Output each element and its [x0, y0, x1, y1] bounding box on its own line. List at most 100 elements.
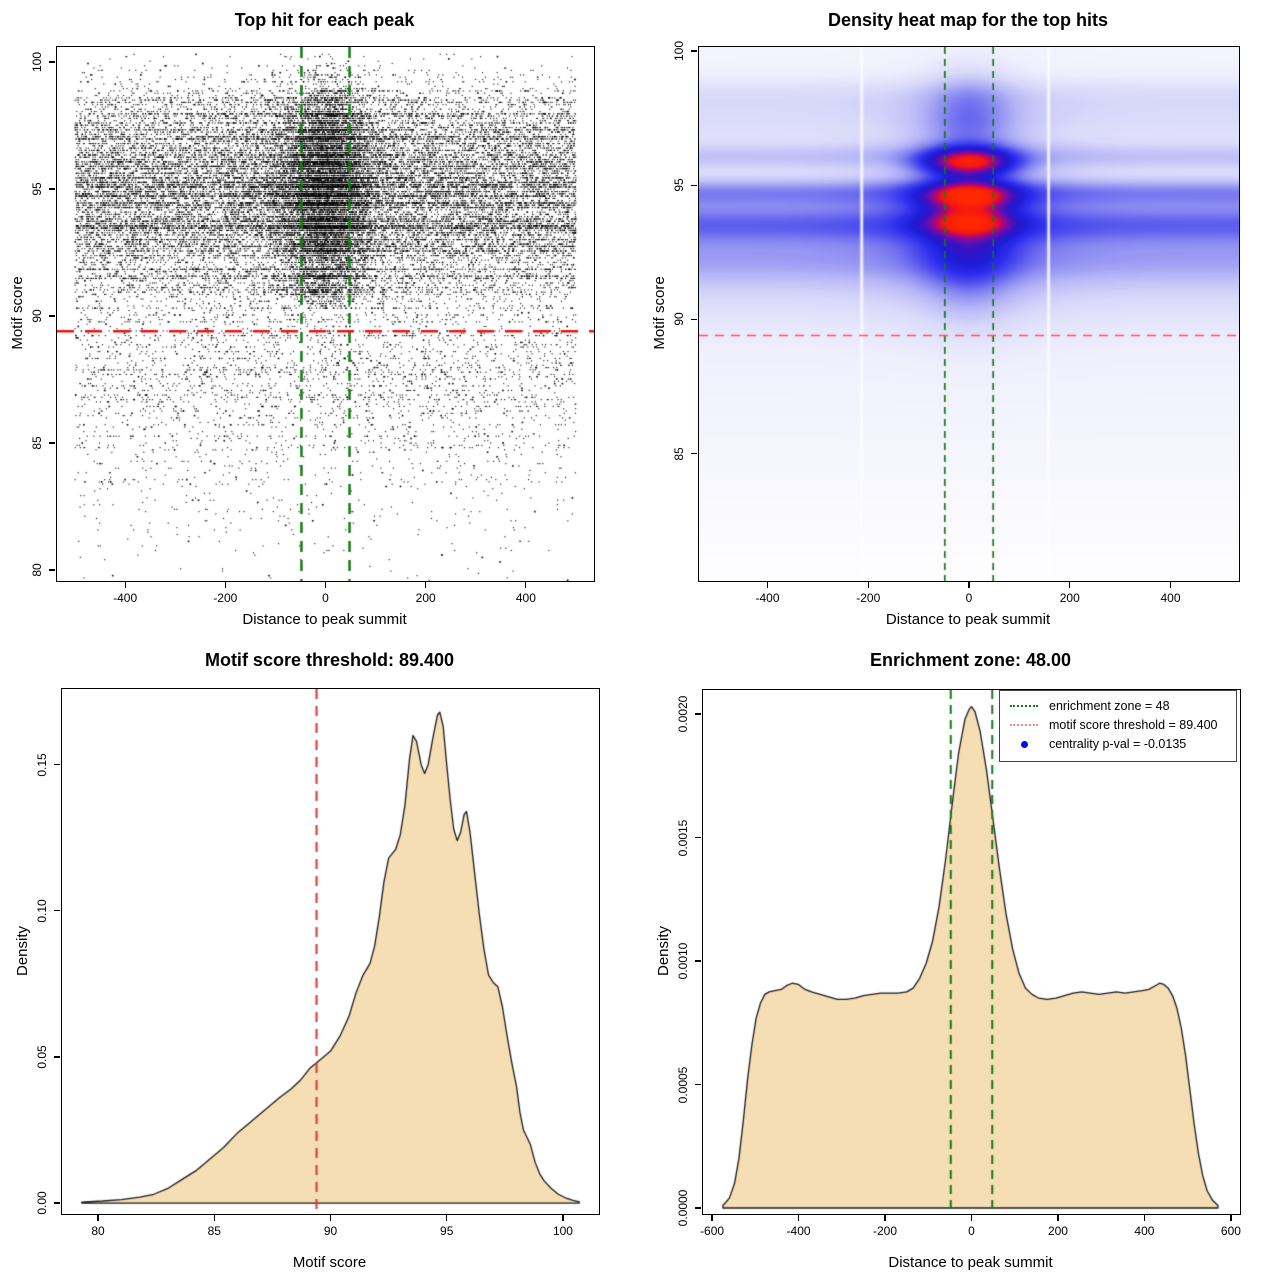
x-axis-label: Motif score [292, 1254, 367, 1271]
x-tick-label: 400 [515, 591, 536, 605]
y-tick-mark [695, 1207, 701, 1209]
x-tick-label: -400 [113, 591, 138, 605]
plot-area [61, 688, 600, 1215]
x-tick-mark [224, 582, 226, 588]
x-axis-label: Distance to peak summit [242, 611, 407, 628]
x-tick-label: 90 [323, 1224, 338, 1238]
y-tick-mark [695, 960, 701, 962]
x-tick-mark [867, 582, 869, 588]
y-tick-mark [695, 1083, 701, 1086]
x-tick-label: 100 [552, 1224, 573, 1238]
y-tick-mark [691, 318, 697, 320]
legend-label: centrality p-val = -0.0135 [1049, 736, 1187, 751]
scatter-canvas [57, 47, 594, 581]
x-tick-label: 0 [968, 1224, 975, 1238]
y-axis-label: Motif score [651, 276, 668, 350]
plot-area [698, 46, 1240, 582]
legend-label: motif score threshold = 89.400 [1049, 717, 1218, 732]
x-tick-mark [97, 1215, 99, 1221]
y-tick-label: 0.0005 [676, 1066, 690, 1103]
x-tick-mark [525, 582, 527, 588]
x-tick-mark [446, 1215, 448, 1221]
x-tick-label: 400 [1160, 591, 1181, 605]
y-tick-mark [49, 188, 55, 190]
y-tick-label: 85 [672, 446, 686, 461]
plot-area [702, 689, 1241, 1215]
y-tick-label: 0.0010 [676, 942, 690, 980]
y-tick-mark [49, 315, 55, 317]
x-tick-mark [1069, 582, 1071, 588]
x-tick-mark [797, 1215, 800, 1221]
panel-motif-score-density: Motif score threshold: 89.400 Density Mo… [0, 640, 640, 1280]
x-tick-label: -200 [856, 591, 881, 605]
x-tick-label: -200 [873, 1224, 898, 1238]
x-axis-label: Distance to peak summit [885, 611, 1051, 628]
y-tick-label: 0.05 [35, 1045, 49, 1069]
x-axis-label: Distance to peak summit [888, 1254, 1053, 1271]
score-threshold-line-icon [1010, 724, 1038, 726]
centrality-dot-icon [1010, 740, 1038, 748]
x-tick-mark [213, 1215, 215, 1221]
x-tick-label: 200 [1059, 591, 1080, 605]
x-tick-mark [884, 1215, 886, 1221]
y-tick-mark [54, 764, 60, 766]
x-tick-label: 200 [415, 591, 436, 605]
x-tick-label: -400 [755, 591, 780, 605]
panel-title: Density heat map for the top hits [827, 10, 1109, 30]
y-tick-mark [691, 50, 697, 52]
y-tick-label: 0.00 [35, 1191, 49, 1215]
y-tick-label: 100 [672, 41, 686, 62]
x-tick-mark [324, 582, 327, 588]
legend-label: enrichment zone = 48 [1049, 698, 1170, 713]
x-tick-mark [1143, 1215, 1146, 1221]
y-tick-label: 0.0000 [676, 1189, 690, 1227]
y-tick-mark [49, 442, 55, 444]
panel-title: Motif score threshold: 89.400 [204, 650, 455, 670]
x-tick-mark [1230, 1215, 1232, 1221]
x-tick-mark [1057, 1215, 1059, 1221]
y-tick-label: 100 [30, 51, 44, 72]
y-tick-mark [691, 184, 697, 186]
x-tick-label: -200 [213, 591, 238, 605]
panel-top-hit-scatter: Top hit for each peak Motif score Distan… [0, 0, 640, 640]
y-tick-mark [695, 713, 701, 715]
legend: enrichment zone = 48 motif score thresho… [999, 690, 1237, 762]
panel-title: Top hit for each peak [234, 10, 415, 30]
legend-item-centrality-pval: centrality p-val = -0.0135 [1010, 736, 1226, 752]
x-tick-mark [766, 582, 769, 588]
y-tick-mark [54, 1202, 60, 1204]
y-tick-label: 0.15 [35, 753, 49, 777]
y-tick-label: 95 [672, 178, 686, 192]
legend-item-score-threshold: motif score threshold = 89.400 [1010, 717, 1226, 733]
y-axis-label: Motif score [9, 276, 26, 350]
x-tick-label: 0 [322, 591, 329, 605]
x-tick-label: 0 [965, 591, 973, 605]
y-tick-label: 0.0020 [676, 695, 690, 733]
y-tick-mark [54, 910, 60, 912]
y-tick-mark [54, 1056, 60, 1058]
x-tick-mark [329, 1215, 332, 1221]
panel-distance-density: Enrichment zone: 48.00 Density Distance … [640, 640, 1280, 1280]
heatmap-canvas [699, 47, 1239, 581]
y-tick-mark [691, 452, 697, 455]
x-tick-mark [425, 582, 427, 588]
x-tick-mark [124, 582, 126, 588]
y-tick-label: 95 [30, 182, 44, 196]
x-tick-label: 95 [440, 1224, 454, 1238]
y-tick-label: 0.10 [35, 899, 49, 923]
y-axis-label: Density [655, 925, 672, 977]
panel-density-heatmap: Density heat map for the top hits Motif … [640, 0, 1280, 640]
area-canvas [62, 689, 599, 1214]
x-tick-mark [1169, 582, 1172, 588]
y-axis-label: Density [14, 925, 31, 976]
x-tick-mark [711, 1215, 713, 1221]
plot-area [56, 46, 595, 582]
y-tick-label: 0.0015 [676, 819, 690, 856]
legend-item-enrichment-zone: enrichment zone = 48 [1010, 698, 1226, 714]
x-tick-label: -600 [700, 1224, 725, 1238]
y-tick-mark [695, 836, 701, 839]
x-tick-label: -400 [786, 1224, 811, 1238]
x-tick-label: 200 [1047, 1224, 1068, 1238]
x-tick-label: 80 [91, 1224, 105, 1238]
